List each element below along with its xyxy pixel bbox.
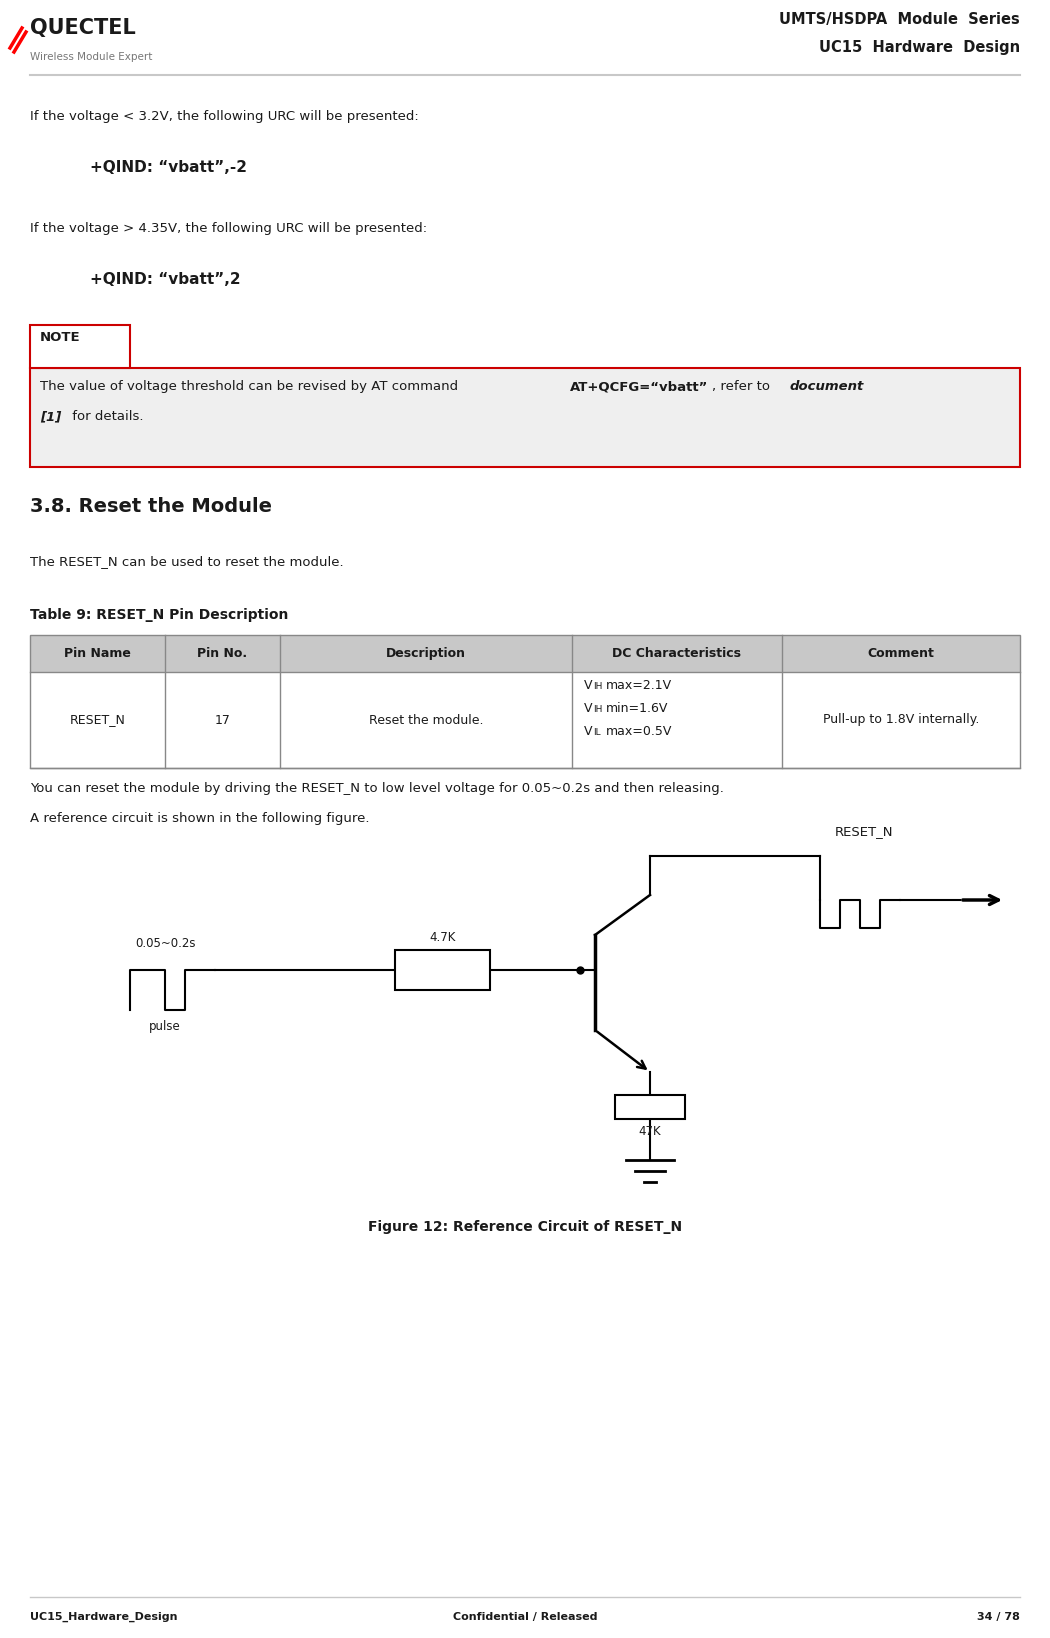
Text: RESET_N: RESET_N xyxy=(69,714,125,727)
Text: 3.8. Reset the Module: 3.8. Reset the Module xyxy=(30,496,272,516)
Text: A reference circuit is shown in the following figure.: A reference circuit is shown in the foll… xyxy=(30,812,370,826)
Text: for details.: for details. xyxy=(68,410,144,423)
Bar xyxy=(30,636,1020,672)
Text: Pull-up to 1.8V internally.: Pull-up to 1.8V internally. xyxy=(823,714,980,727)
Text: IH: IH xyxy=(593,704,603,714)
Text: pulse: pulse xyxy=(149,1020,181,1034)
Text: You can reset the module by driving the RESET_N to low level voltage for 0.05~0.: You can reset the module by driving the … xyxy=(30,781,723,794)
Text: max=2.1V: max=2.1V xyxy=(606,680,672,691)
Bar xyxy=(30,324,130,369)
Text: 17: 17 xyxy=(214,714,230,727)
Text: 0.05~0.2s: 0.05~0.2s xyxy=(134,937,195,950)
Text: Figure 12: Reference Circuit of RESET_N: Figure 12: Reference Circuit of RESET_N xyxy=(368,1220,682,1233)
Text: 34 / 78: 34 / 78 xyxy=(978,1612,1020,1622)
Text: Confidential / Released: Confidential / Released xyxy=(453,1612,597,1622)
Text: DC Characteristics: DC Characteristics xyxy=(612,647,741,660)
Text: V: V xyxy=(584,680,592,691)
Text: Wireless Module Expert: Wireless Module Expert xyxy=(30,52,152,62)
Bar xyxy=(30,369,1020,467)
Text: +QIND: “vbatt”,-2: +QIND: “vbatt”,-2 xyxy=(90,161,247,175)
Bar xyxy=(615,1094,685,1119)
Text: The RESET_N can be used to reset the module.: The RESET_N can be used to reset the mod… xyxy=(30,555,343,568)
Text: max=0.5V: max=0.5V xyxy=(606,726,672,739)
Text: Comment: Comment xyxy=(867,647,934,660)
Text: If the voltage < 3.2V, the following URC will be presented:: If the voltage < 3.2V, the following URC… xyxy=(30,110,419,123)
Text: UMTS/HSDPA  Module  Series: UMTS/HSDPA Module Series xyxy=(779,11,1020,26)
Text: UC15  Hardware  Design: UC15 Hardware Design xyxy=(819,39,1020,56)
Text: min=1.6V: min=1.6V xyxy=(606,703,669,716)
Text: Table 9: RESET_N Pin Description: Table 9: RESET_N Pin Description xyxy=(30,608,289,622)
Bar xyxy=(395,950,490,989)
Bar xyxy=(30,636,1020,768)
Text: QUECTEL: QUECTEL xyxy=(30,18,135,38)
Text: [1]: [1] xyxy=(40,410,61,423)
Text: , refer to: , refer to xyxy=(712,380,774,393)
Text: 47K: 47K xyxy=(638,1125,662,1138)
Text: Reset the module.: Reset the module. xyxy=(369,714,483,727)
Text: V: V xyxy=(584,703,592,716)
Text: V: V xyxy=(584,726,592,739)
Text: The value of voltage threshold can be revised by AT command: The value of voltage threshold can be re… xyxy=(40,380,462,393)
Text: RESET_N: RESET_N xyxy=(835,826,894,839)
Text: IH: IH xyxy=(593,681,603,691)
Text: If the voltage > 4.35V, the following URC will be presented:: If the voltage > 4.35V, the following UR… xyxy=(30,223,427,234)
Text: UC15_Hardware_Design: UC15_Hardware_Design xyxy=(30,1612,177,1622)
Text: document: document xyxy=(790,380,864,393)
Text: Pin Name: Pin Name xyxy=(64,647,131,660)
Text: Description: Description xyxy=(386,647,466,660)
Text: 4.7K: 4.7K xyxy=(429,930,456,943)
Text: AT+QCFG=“vbatt”: AT+QCFG=“vbatt” xyxy=(570,380,709,393)
Text: NOTE: NOTE xyxy=(40,331,81,344)
Text: Pin No.: Pin No. xyxy=(197,647,248,660)
Text: +QIND: “vbatt”,2: +QIND: “vbatt”,2 xyxy=(90,272,240,287)
Text: IL: IL xyxy=(593,727,601,737)
